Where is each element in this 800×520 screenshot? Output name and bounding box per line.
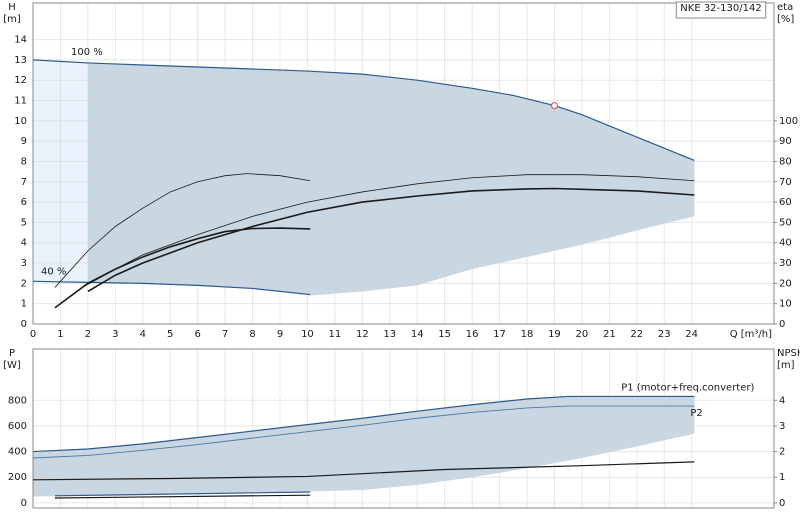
x-tick-label: 4 [140, 329, 146, 340]
x-tick-label: 22 [630, 329, 643, 340]
x-tick-label: 12 [356, 329, 369, 340]
x-tick-label: 9 [277, 329, 283, 340]
y-tick-label: 11 [14, 96, 27, 107]
x-tick-label: 1 [57, 329, 63, 340]
x-tick-label: 13 [383, 329, 396, 340]
x-tick-label: 20 [576, 329, 589, 340]
y2-tick-label: 3 [779, 421, 785, 432]
y2-tick-label: 30 [779, 258, 792, 269]
y-tick-label: 0 [21, 498, 27, 509]
x-tick-label: 10 [301, 329, 314, 340]
x-tick-label: 6 [194, 329, 200, 340]
curve [82, 174, 695, 288]
y-tick-label: 13 [14, 55, 27, 66]
x-tick-label: 11 [329, 329, 342, 340]
y-axis-label: P [9, 348, 15, 359]
curve [32, 405, 695, 459]
x-tick-label: 0 [30, 329, 36, 340]
y2-tick-label: 70 [779, 177, 792, 188]
y-tick-label: 800 [8, 395, 27, 406]
curve-label: P1 (motor+freq.converter) [621, 382, 754, 393]
y-tick-label: 9 [21, 136, 27, 147]
y-tick-label: 4 [21, 238, 27, 249]
x-tick-label: 15 [438, 329, 451, 340]
curve [32, 280, 311, 296]
y-axis-unit: [m] [3, 14, 21, 25]
y2-tick-label: 40 [779, 238, 792, 249]
y2-tick-label: 60 [779, 197, 792, 208]
y2-tick-label: 0 [779, 319, 785, 330]
x-tick-label: 17 [493, 329, 506, 340]
y-tick-label: 8 [21, 156, 27, 167]
title-box [675, 1, 767, 19]
y-axis-unit: [W] [3, 360, 21, 371]
x-axis-label: Q [m³/h] [730, 329, 772, 340]
y-tick-label: 10 [14, 116, 27, 127]
y-tick-label: 14 [14, 35, 27, 46]
y-axis-label: H [8, 2, 16, 13]
x-tick-label: 7 [222, 329, 228, 340]
x-tick-label: 2 [85, 329, 91, 340]
x-tick-label: 14 [411, 329, 424, 340]
curve [54, 491, 311, 497]
duty-point [550, 101, 559, 110]
y-tick-label: 6 [21, 197, 27, 208]
y2-axis-label: eta [777, 2, 793, 13]
plot-frame [32, 348, 775, 509]
curve [87, 187, 695, 293]
curve [32, 395, 695, 453]
y-tick-label: 1 [21, 299, 27, 310]
y-tick-label: 7 [21, 177, 27, 188]
curve [54, 227, 311, 309]
y2-tick-label: 10 [779, 299, 792, 310]
y2-tick-label: 4 [779, 395, 785, 406]
x-tick-label: 24 [685, 329, 698, 340]
y2-axis-unit: [m] [777, 360, 795, 371]
curve [54, 494, 311, 499]
y-tick-label: 400 [8, 447, 27, 458]
curve-label: 100 % [71, 47, 103, 58]
y2-tick-label: 50 [779, 217, 792, 228]
y-tick-label: 5 [21, 217, 27, 228]
curve-label: 40 % [41, 266, 66, 277]
y-tick-label: 0 [21, 319, 27, 330]
x-tick-label: 3 [112, 329, 118, 340]
y-tick-label: 600 [8, 421, 27, 432]
x-tick-label: 19 [548, 329, 561, 340]
y-tick-label: 12 [14, 75, 27, 86]
curve [54, 173, 311, 288]
x-tick-label: 8 [249, 329, 255, 340]
y2-tick-label: 2 [779, 447, 785, 458]
y2-tick-label: 1 [779, 472, 785, 483]
y2-tick-label: 80 [779, 156, 792, 167]
x-tick-label: 16 [466, 329, 479, 340]
y-tick-label: 200 [8, 472, 27, 483]
y-tick-label: 3 [21, 258, 27, 269]
x-tick-label: 21 [603, 329, 616, 340]
x-tick-label: 18 [521, 329, 534, 340]
curve [32, 59, 695, 162]
chart-title: NKE 32-130/142 [680, 3, 761, 14]
y2-axis-label: NPSH [777, 348, 800, 359]
curve [32, 461, 695, 481]
curve-label: P2 [690, 408, 702, 419]
y2-axis-unit: [%] [777, 14, 794, 25]
operating-area [33, 396, 695, 497]
y-tick-label: 2 [21, 278, 27, 289]
y2-tick-label: 90 [779, 136, 792, 147]
x-tick-label: 23 [658, 329, 671, 340]
y2-tick-label: 100 [779, 116, 798, 127]
y2-tick-label: 20 [779, 278, 792, 289]
y2-tick-label: 0 [779, 498, 785, 509]
plot-frame [32, 2, 775, 325]
x-tick-label: 5 [167, 329, 173, 340]
